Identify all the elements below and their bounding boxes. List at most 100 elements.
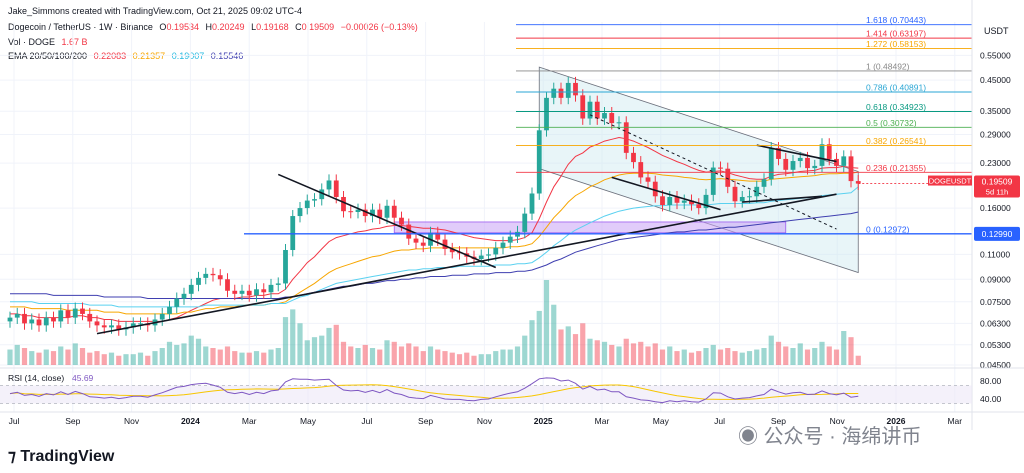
volume-bar	[43, 349, 49, 365]
candle-body	[326, 180, 332, 190]
countdown-text: 5d 11h	[986, 188, 1008, 197]
candle-body	[246, 290, 252, 296]
x-tick-label: 2024	[181, 416, 200, 426]
volume-bar	[188, 335, 194, 365]
price-tag-text: 0.19509	[982, 177, 1013, 187]
candle-body	[87, 313, 93, 322]
candle-body	[290, 216, 296, 251]
volume-bar	[369, 348, 376, 365]
y-tick-label: 0.35000	[980, 106, 1011, 116]
candle-body	[167, 306, 172, 314]
rsi-tick-label: 40.00	[980, 394, 1002, 404]
volume-bar	[464, 352, 470, 365]
x-tick-label: 2026	[887, 416, 906, 426]
candle-body	[645, 177, 651, 182]
y-tick-label: 0.09000	[980, 274, 1011, 284]
x-axis: Jul Sep Nov 2024 Mar May Jul Sep Nov 2025 Mar May Ju…	[9, 416, 963, 426]
ema-label: EMA 20/50/100/200	[8, 51, 88, 61]
x-tick-label: 2025	[534, 416, 553, 426]
symbol-ohlc-line: Dogecoin / TetherUS · 1W · Binance O0.19…	[8, 22, 422, 32]
volume-bar	[609, 344, 615, 365]
volume-bar	[72, 343, 78, 365]
volume-bar	[362, 344, 368, 365]
x-tick-label: Nov	[830, 416, 846, 426]
y-tick-label: 0.45000	[980, 75, 1011, 85]
volume-bar	[826, 346, 832, 365]
volume-bar	[652, 343, 658, 365]
candle-body	[609, 113, 615, 124]
flag-upper-line	[756, 144, 837, 163]
candles	[7, 76, 861, 336]
volume-bar	[232, 351, 238, 365]
volume-bar	[268, 349, 274, 365]
close-label: C	[295, 22, 302, 32]
volume-bar	[638, 341, 644, 365]
candle-body	[747, 196, 752, 198]
candle-body	[529, 193, 535, 214]
fib-label-0.382: 0.382 (0.26541)	[866, 136, 926, 146]
volume-bar	[725, 348, 731, 365]
candle-body	[478, 255, 484, 260]
volume-bar	[761, 348, 767, 365]
volume-bar	[210, 348, 216, 365]
volume-bar	[246, 352, 252, 365]
candle-body	[210, 273, 216, 276]
fib-label-0.236: 0.236 (0.21355)	[866, 163, 926, 173]
volume-label: Vol · DOGE	[8, 37, 56, 47]
candle-body	[341, 196, 346, 212]
candle-body	[783, 158, 789, 170]
tradingview-logo: ⁊ TradingView	[8, 448, 115, 465]
volume-bar	[87, 352, 93, 365]
volume-bar	[572, 334, 579, 365]
ema20-line	[10, 136, 859, 322]
volume-bar	[659, 349, 666, 365]
candle-body	[805, 157, 810, 169]
candle-body	[739, 196, 745, 202]
volume-bar	[710, 344, 716, 365]
volume-bar	[732, 351, 738, 365]
y-tick-label: 0.16000	[980, 203, 1011, 213]
volume-bar	[304, 340, 310, 365]
volume-bar	[623, 338, 629, 365]
x-tick-label: Mar	[595, 416, 610, 426]
candle-body	[377, 209, 383, 218]
symbol-tag-text: DOGEUSDT	[929, 177, 972, 186]
high-value: 0.20249	[212, 22, 245, 32]
volume-bar	[195, 338, 202, 365]
volume-bar	[435, 349, 441, 365]
volume-bar	[848, 337, 854, 365]
volume-bar	[145, 355, 151, 365]
volume-bar	[348, 346, 354, 365]
open-value: 0.19534	[166, 22, 199, 32]
symbol-pair: Dogecoin / TetherUS · 1W · Binance	[8, 22, 153, 32]
candle-body	[493, 247, 499, 255]
candle-body	[413, 238, 419, 243]
candle-body	[536, 130, 542, 194]
candle-body	[370, 209, 375, 217]
y-tick-label: 0.07500	[980, 297, 1011, 307]
volume-bar	[217, 349, 223, 365]
volume-bar	[543, 280, 550, 365]
volume-bar	[797, 343, 803, 365]
candle-body	[442, 239, 448, 249]
zones	[393, 66, 859, 274]
fib-label-1.618: 1.618 (0.70443)	[866, 15, 926, 25]
candle-body	[681, 200, 687, 203]
candle-body	[196, 277, 201, 285]
candle-body	[703, 194, 709, 209]
high-label: H	[205, 22, 213, 32]
volume-bar	[94, 351, 100, 365]
volume-bar	[783, 346, 789, 365]
volume-bar	[108, 352, 115, 365]
volume-bar	[297, 323, 303, 365]
candle-body	[689, 200, 694, 205]
fib-label-0: 0 (0.12972)	[866, 225, 910, 235]
volume-bar	[768, 335, 774, 365]
candle-body	[819, 144, 825, 166]
volume-bar	[384, 340, 390, 365]
candle-body	[348, 211, 354, 213]
candle-body	[239, 290, 245, 294]
volume-bar	[594, 340, 600, 365]
volume-bar	[130, 354, 136, 365]
